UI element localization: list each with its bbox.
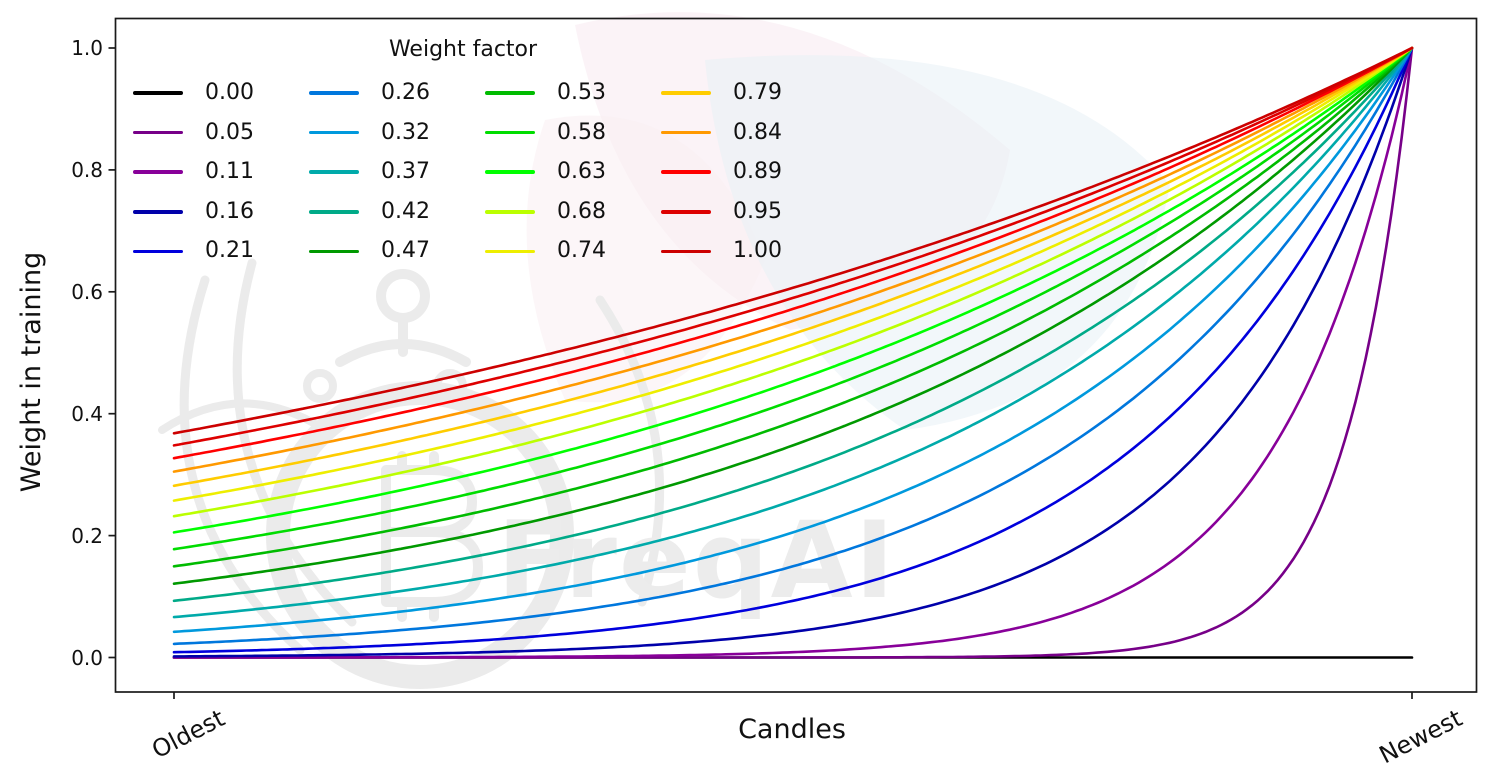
legend-item: 0.16: [133, 192, 254, 232]
y-tick-label: 0.6: [71, 279, 103, 304]
legend-item: 0.74: [485, 231, 606, 271]
legend-swatch: [309, 170, 359, 174]
legend-swatch: [309, 91, 359, 95]
weight-curve-0.58: [172, 46, 1414, 551]
legend-item-label: 0.89: [733, 159, 782, 185]
y-tick-label: 0.4: [71, 401, 103, 426]
legend-item: 0.05: [133, 113, 254, 153]
weight-curve-0.53: [172, 46, 1414, 568]
legend-item-label: 0.47: [381, 238, 430, 264]
legend-swatch: [485, 91, 535, 95]
legend-item-label: 0.37: [381, 159, 430, 185]
legend-item: 0.11: [133, 152, 254, 192]
legend-item-label: 0.68: [557, 198, 606, 224]
legend-item-label: 0.84: [733, 119, 782, 145]
legend-item: 1.00: [661, 231, 782, 271]
weight-curve-0.32: [172, 46, 1414, 634]
legend-item-label: 0.11: [205, 159, 254, 185]
legend-item: 0.47: [309, 231, 430, 271]
legend-item-label: 0.95: [733, 198, 782, 224]
legend-item: 0.21: [133, 231, 254, 271]
y-tick-label: 1.0: [71, 36, 103, 60]
legend-swatch: [133, 249, 183, 254]
y-tick-label: 0.0: [71, 645, 103, 670]
legend-item-label: 1.00: [733, 238, 782, 264]
weight-curve-0.74: [172, 46, 1414, 502]
tick-marks: [108, 47, 1413, 699]
weight-curve-1.00: [172, 46, 1414, 435]
legend-item-label: 0.53: [557, 80, 606, 105]
weight-curve-0.37: [172, 46, 1414, 619]
legend-swatch: [661, 170, 711, 174]
y-tick-label: 0.2: [71, 523, 103, 548]
weight-curve-0.42: [172, 46, 1414, 603]
weight-curve-0.95: [172, 46, 1414, 447]
legend-item-label: 0.79: [733, 80, 782, 105]
y-tick-label: 0.8: [71, 157, 103, 182]
y-axis-label: Weight in training: [16, 251, 47, 493]
legend-swatch: [133, 130, 183, 135]
weight-curve-0.63: [172, 46, 1414, 534]
legend-item-label: 0.63: [557, 159, 606, 185]
x-tick-label: Oldest: [147, 704, 230, 765]
legend-item-label: 0.16: [205, 198, 254, 224]
weight-curve-0.68: [172, 46, 1414, 518]
legend-swatch: [133, 91, 183, 95]
legend-swatch: [661, 210, 711, 214]
legend-swatch: [485, 130, 535, 135]
legend-swatch: [485, 249, 535, 254]
legend-swatch: [133, 210, 183, 214]
legend-item: 0.89: [661, 152, 782, 192]
legend-swatch: [309, 249, 359, 254]
weight-curves: [172, 46, 1414, 659]
legend-swatch: [309, 210, 359, 214]
weight-curve-0.84: [172, 46, 1414, 473]
legend-swatch: [661, 249, 711, 254]
legend-item: 0.63: [485, 152, 606, 192]
legend-item: 0.26: [309, 73, 430, 113]
legend: Weight factor 0.00 0.05 0.11 0.16 0.21 0.26 0.…: [125, 37, 837, 273]
legend-item: 0.68: [485, 192, 606, 232]
legend-item: 0.42: [309, 192, 430, 232]
legend-item-label: 0.21: [205, 238, 254, 264]
weight-curve-0.21: [172, 46, 1414, 654]
x-tick-label: Newest: [1374, 704, 1467, 769]
legend-item-label: 0.74: [557, 238, 606, 264]
legend-item: 0.79: [661, 73, 782, 113]
legend-swatch: [661, 91, 711, 95]
legend-swatch: [309, 130, 359, 135]
legend-item: 0.37: [309, 152, 430, 192]
weight-curve-0.89: [172, 46, 1414, 460]
legend-item-label: 0.00: [205, 80, 254, 105]
legend-item: 0.84: [661, 113, 782, 153]
legend-item: 0.53: [485, 73, 606, 113]
legend-item-label: 0.58: [557, 119, 606, 145]
legend-item: 0.32: [309, 113, 430, 153]
legend-swatch: [485, 170, 535, 174]
weight-curve-0.26: [172, 46, 1414, 646]
legend-swatch: [661, 130, 711, 135]
legend-item-label: 0.05: [205, 119, 254, 145]
legend-item: 0.95: [661, 192, 782, 232]
legend-item-label: 0.32: [381, 119, 430, 145]
axes-box: [114, 17, 1478, 693]
weight-curve-0.11: [172, 46, 1414, 659]
legend-item-label: 0.42: [381, 198, 430, 224]
legend-item: 0.00: [133, 73, 254, 113]
weight-curve-0.16: [172, 46, 1414, 658]
legend-swatch: [485, 210, 535, 214]
legend-title: Weight factor: [388, 37, 538, 62]
weight-curve-0.47: [172, 46, 1414, 585]
legend-swatch: [133, 170, 183, 174]
x-axis-label: Candles: [738, 714, 846, 745]
legend-item-label: 0.26: [381, 80, 430, 105]
legend-item: 0.58: [485, 113, 606, 153]
weight-curve-0.79: [172, 46, 1414, 488]
legend-entries: 0.00 0.05 0.11 0.16 0.21 0.26 0.32 0.37 0.42 0.47…: [125, 73, 837, 273]
